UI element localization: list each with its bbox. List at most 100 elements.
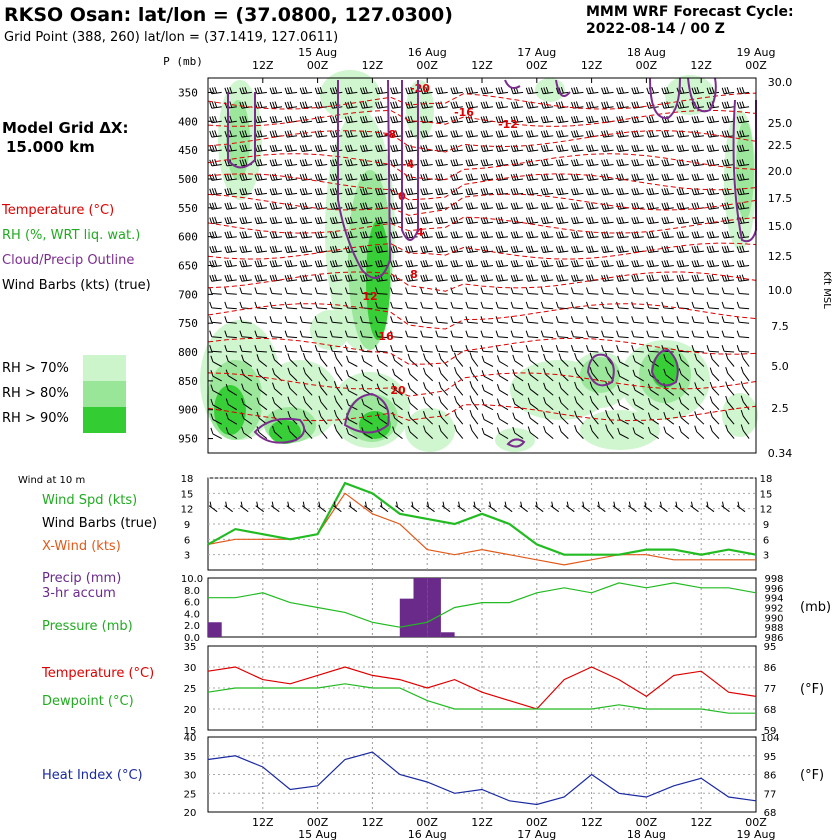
wind-barb-663 [435, 345, 448, 353]
wind-barb-576 [209, 316, 222, 324]
wind-barb-672 [570, 345, 584, 353]
wind-barb-881 [469, 424, 479, 439]
wind-barb-507 [254, 287, 267, 295]
wind-barb-717 [709, 353, 720, 367]
wind-barb-199 [495, 159, 509, 167]
wind-barb-327 [254, 216, 267, 225]
wind-barb-431 [736, 245, 750, 253]
wind-barb-888 [574, 425, 584, 439]
wind-barb-375 [435, 231, 448, 239]
wind-barb-418 [540, 245, 554, 253]
bottom-hour-label-1: 00Z [307, 816, 329, 829]
wind-barb-528 [570, 287, 584, 295]
wind-barb-238 [540, 173, 554, 181]
wind-barb-803 [376, 397, 388, 411]
wind-barb-226 [360, 173, 373, 181]
wind-barb-250 [721, 173, 735, 181]
rh-region-4 [366, 220, 390, 340]
wind-barb-794 [241, 397, 253, 411]
wind-barb-96 [571, 115, 584, 124]
wind-barb-689 [287, 353, 298, 367]
wind-barb-55 [495, 101, 509, 109]
wind-barb-572 [691, 301, 704, 310]
wind-barb-485 [465, 274, 478, 282]
wind-barb-153 [344, 144, 358, 152]
wind-barb-15 [435, 86, 448, 95]
wind-barb-517 [405, 287, 418, 295]
surface-barb-12 [395, 501, 404, 513]
wind-10m-title: Wind at 10 m [18, 475, 86, 486]
wind-barb-293 [284, 202, 298, 210]
wind-barb-619 [314, 330, 328, 339]
wind-barb-456 [571, 260, 584, 268]
wind-barb-72 [209, 115, 222, 124]
wind-barb-547 [314, 301, 328, 310]
wind-barb-93 [525, 115, 539, 124]
wind-barb-533 [646, 287, 659, 295]
wind-barb-684 [210, 355, 222, 367]
rh-shading [200, 70, 758, 452]
wind-barb-446 [420, 260, 433, 268]
wind-barb-858 [663, 411, 675, 425]
wind-barb-473 [284, 274, 298, 282]
surface-barb-5 [286, 501, 296, 513]
wind-barb-560 [510, 301, 524, 310]
wind-barb-570 [661, 301, 674, 310]
wind-barb-286 [721, 187, 735, 196]
wind-barb-455 [555, 260, 569, 268]
surface-barb-13 [410, 501, 420, 513]
wind-barb-34 [721, 86, 735, 95]
wind-barb-481 [405, 274, 418, 282]
pressure-ytick-3: 992 [764, 604, 783, 615]
legend-rh: RH (%, WRT liq. wat.) [2, 228, 141, 243]
wind-barb-847 [496, 412, 509, 425]
wind-barb-376 [450, 231, 463, 239]
wind-barb-696 [392, 354, 403, 367]
wind-barb-535 [676, 287, 689, 295]
wind-barb-868 [272, 425, 283, 439]
wind-barb-544 [269, 301, 283, 310]
wind-barb-92 [510, 115, 524, 124]
wind-barb-386 [601, 231, 614, 239]
xwind-label: X-Wind (kts) [42, 539, 121, 554]
pressure-ytick-0: 998 [764, 574, 783, 585]
wind-barb-779 [558, 382, 569, 396]
wind-barb-893 [647, 426, 659, 440]
wind-barb-501 [706, 274, 720, 282]
wind-barb-441 [344, 260, 358, 268]
wind-barb-772 [454, 381, 464, 396]
wind-barb-722 [241, 369, 253, 382]
surface-barb-7 [317, 501, 327, 513]
wind-barb-5 [284, 86, 298, 95]
precip-ytick-1: 8.0 [184, 586, 200, 597]
wind-barb-26 [601, 86, 614, 95]
wind-barb-622 [359, 330, 373, 339]
wind-barb-604 [631, 316, 644, 324]
wind-barb-899 [740, 424, 750, 439]
wind-barb-273 [525, 187, 539, 196]
wind-barb-502 [721, 274, 735, 282]
wind-barb-755 [740, 366, 750, 382]
wind-barb-702 [481, 355, 494, 367]
wind-barb-306 [480, 202, 494, 210]
wind-barb-638 [601, 330, 614, 339]
wind-barb-110 [239, 130, 252, 138]
wind-barb-514 [359, 287, 373, 295]
wind-barb-464 [691, 260, 704, 268]
wind-barb-165 [525, 144, 539, 152]
wind-barb-602 [601, 316, 614, 324]
wind-barb-36 [209, 101, 222, 109]
surface-barb-29 [659, 501, 668, 513]
wind-barb-611 [736, 316, 750, 324]
wind-barb-274 [540, 187, 554, 196]
wind-barb-671 [555, 345, 569, 353]
pressure-ytick-2: 994 [764, 594, 783, 605]
wind-ytick-right-4: 6 [763, 535, 769, 546]
wind-barb-321 [706, 202, 720, 210]
wind-barb-185 [284, 159, 298, 167]
wind-barb-328 [269, 216, 283, 225]
pressure-tick-1: 400 [178, 115, 198, 128]
wind-barb-178 [721, 144, 735, 152]
wind-barb-488 [510, 274, 524, 282]
